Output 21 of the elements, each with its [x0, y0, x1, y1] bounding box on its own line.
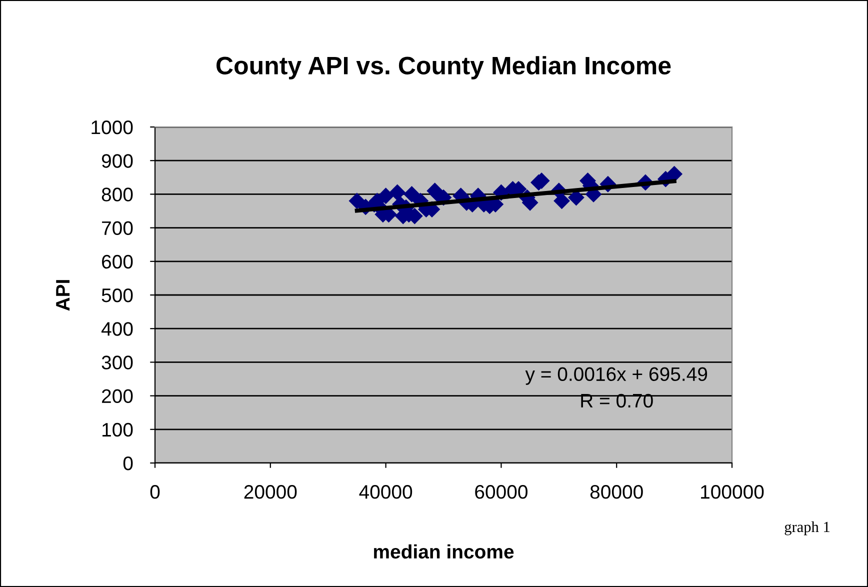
- y-tick-label: 0: [123, 456, 133, 470]
- y-tick-label: 800: [102, 188, 133, 202]
- y-axis-title: API: [56, 280, 70, 311]
- x-tick-label: 20000: [244, 485, 297, 499]
- y-tick-label: 200: [102, 389, 133, 404]
- y-tick-label: 700: [102, 221, 133, 236]
- y-tick-label: 600: [102, 254, 133, 269]
- x-tick-label: 0: [150, 485, 160, 499]
- caption: graph 1: [784, 521, 830, 536]
- x-axis-title: median income: [374, 544, 514, 559]
- x-tick-label: 80000: [590, 485, 643, 499]
- x-tick-label: 40000: [359, 485, 412, 499]
- x-tick-label: 60000: [475, 485, 528, 499]
- y-tick-label: 1000: [92, 120, 133, 134]
- x-tick-label: 100000: [701, 485, 764, 499]
- y-tick-label: 500: [102, 288, 133, 302]
- y-tick-label: 100: [102, 422, 133, 437]
- chart-title: County API vs. County Median Income: [216, 56, 671, 80]
- y-tick-label: 400: [101, 322, 133, 336]
- y-tick-label: 300: [102, 356, 133, 370]
- y-tick-label: 900: [102, 154, 133, 168]
